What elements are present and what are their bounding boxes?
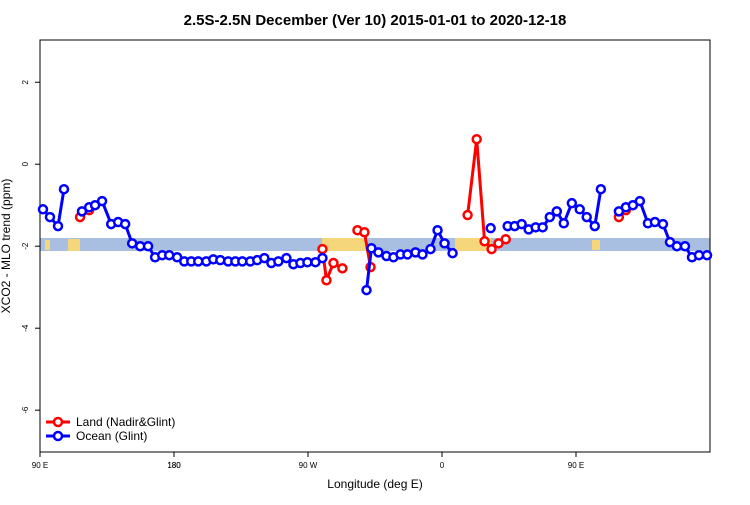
data-point (417, 249, 428, 260)
data-point (462, 209, 473, 221)
data-point (142, 240, 154, 252)
data-point (679, 240, 691, 252)
data-point (321, 274, 332, 286)
legend: Land (Nadir&Glint)Ocean (Glint) (46, 415, 175, 443)
x-tick-label: 180 (167, 461, 181, 470)
data-point (432, 224, 443, 236)
data-point (471, 133, 482, 145)
data-point (425, 243, 436, 255)
data-point (574, 204, 585, 215)
data-point (337, 263, 348, 274)
data-point (500, 233, 511, 245)
data-point (544, 211, 556, 223)
data-point (595, 183, 607, 195)
data-point (447, 247, 458, 259)
x-tick-label: 90 W (299, 461, 318, 470)
legend-marker (52, 430, 64, 442)
data-point (119, 218, 131, 230)
data-point (479, 236, 490, 247)
data-point (537, 222, 548, 233)
data-point (359, 227, 370, 238)
x-tick-label: 180 (167, 461, 181, 470)
data-point (402, 249, 413, 260)
data-point (58, 183, 70, 195)
x-tick-label: 90 E (568, 461, 584, 470)
land-band (592, 240, 600, 250)
y-tick-label: -4 (21, 324, 30, 332)
data-point (485, 222, 496, 234)
data-point (649, 216, 661, 228)
land-band (45, 240, 50, 250)
data-point (328, 257, 339, 269)
data-point (439, 238, 450, 249)
legend-label: Ocean (Glint) (76, 429, 147, 443)
data-point (317, 243, 328, 255)
data-point (701, 249, 713, 261)
y-tick-label: -2 (21, 242, 30, 250)
data-point (273, 256, 284, 267)
data-point (361, 284, 372, 296)
y-axis-label: XCO2 - MLO trend (ppm) (0, 179, 13, 314)
data-point (317, 252, 328, 264)
y-tick-label: 0 (21, 161, 30, 166)
data-point (37, 204, 49, 215)
data-point (566, 197, 578, 209)
data-point (516, 218, 527, 230)
data-point (52, 220, 64, 232)
data-point (581, 211, 592, 223)
x-axis-label: Longitude (deg E) (327, 477, 422, 491)
data-point (373, 247, 384, 258)
data-point (259, 252, 270, 264)
legend-label: Land (Nadir&Glint) (76, 415, 175, 429)
data-point (44, 211, 56, 223)
data-point (634, 195, 646, 207)
x-tick-label: 90 E (32, 461, 48, 470)
data-point (551, 206, 563, 217)
y-tick-label: 2 (21, 79, 30, 84)
land-band (322, 238, 368, 251)
land-band (68, 239, 80, 251)
chart-title: 2.5S-2.5N December (Ver 10) 2015-01-01 t… (184, 12, 567, 29)
data-point (486, 243, 497, 255)
data-point (657, 218, 669, 230)
data-point (589, 220, 601, 232)
data-point (558, 217, 570, 229)
data-point (96, 195, 108, 207)
x-tick-label: 0 (440, 461, 445, 470)
legend-marker (52, 416, 64, 428)
data-point (281, 252, 292, 264)
y-tick-label: -6 (21, 406, 30, 414)
